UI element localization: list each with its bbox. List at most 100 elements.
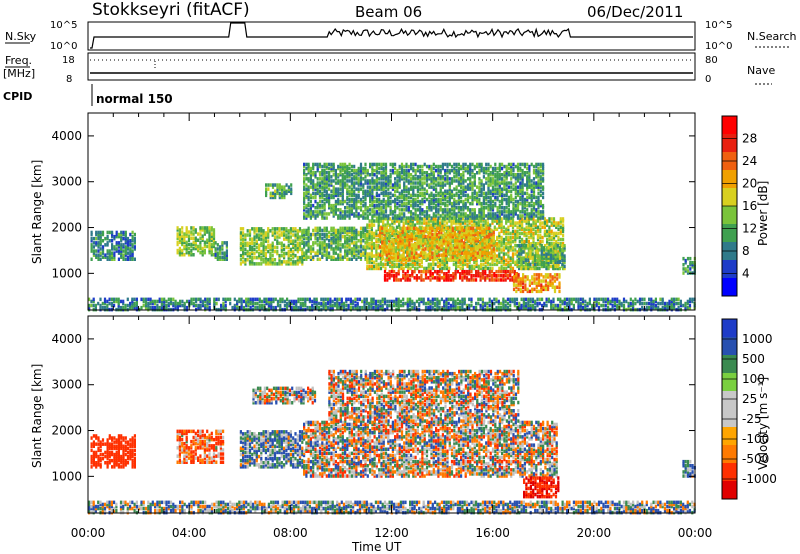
data-cell <box>446 177 449 181</box>
data-cell <box>494 183 497 187</box>
data-cell <box>483 239 486 243</box>
data-cell <box>359 226 363 231</box>
data-cell <box>416 164 419 169</box>
data-cell <box>133 236 136 241</box>
data-cell <box>131 245 134 249</box>
data-cell <box>298 241 302 245</box>
data-cell <box>563 256 566 260</box>
data-cell <box>498 242 501 246</box>
data-cell <box>406 241 409 245</box>
data-cell <box>378 181 381 185</box>
data-cell <box>253 231 256 235</box>
data-cell <box>481 226 484 231</box>
data-cell <box>307 212 310 216</box>
data-cell <box>318 245 322 249</box>
data-cell <box>474 236 477 241</box>
data-cell <box>369 187 372 191</box>
data-cell <box>474 232 477 237</box>
data-cell <box>294 235 297 239</box>
data-cell <box>525 246 528 250</box>
data-cell <box>258 227 261 231</box>
data-cell <box>478 162 481 167</box>
data-cell <box>428 243 432 247</box>
data-cell <box>328 230 331 235</box>
data-cell <box>262 258 265 262</box>
data-cell <box>377 225 380 229</box>
data-cell <box>303 199 306 204</box>
data-cell <box>341 164 344 169</box>
data-cell <box>443 272 446 276</box>
data-cell <box>328 253 331 257</box>
data-cell <box>334 191 337 196</box>
data-cell <box>276 191 279 196</box>
data-cell <box>391 212 394 216</box>
data-cell <box>289 253 292 258</box>
data-cell <box>206 244 209 249</box>
data-cell <box>271 243 274 248</box>
data-cell <box>552 221 556 225</box>
data-cell <box>442 239 445 243</box>
data-cell <box>418 276 421 280</box>
data-cell <box>242 249 245 254</box>
data-cell <box>471 197 474 202</box>
data-cell <box>492 249 495 253</box>
data-cell <box>312 162 315 167</box>
data-cell <box>348 245 351 249</box>
data-cell <box>448 185 451 189</box>
data-cell <box>404 221 408 225</box>
data-cell <box>178 248 181 253</box>
data-cell <box>312 179 315 183</box>
data-cell <box>540 262 543 267</box>
data-cell <box>289 239 292 243</box>
data-cell <box>339 201 342 206</box>
data-cell <box>487 189 490 193</box>
data-cell <box>296 237 299 241</box>
data-cell <box>502 252 505 256</box>
data-cell <box>500 260 503 264</box>
data-cell <box>399 232 402 237</box>
data-cell <box>328 195 331 200</box>
data-cell <box>325 247 328 251</box>
data-cell <box>397 278 400 282</box>
data-cell <box>407 219 410 223</box>
data-cell <box>283 231 286 235</box>
data-cell <box>548 217 551 221</box>
data-cell <box>522 264 525 269</box>
data-cell <box>432 223 435 227</box>
data-cell <box>330 175 333 179</box>
data-cell <box>416 175 419 179</box>
data-cell <box>519 287 522 292</box>
data-cell <box>482 262 485 267</box>
data-cell <box>546 229 549 234</box>
data-cell <box>555 246 558 250</box>
data-cell <box>511 231 515 236</box>
data-cell <box>394 177 397 181</box>
data-cell <box>416 219 419 223</box>
data-cell <box>328 173 331 177</box>
data-cell <box>401 232 404 237</box>
data-cell <box>482 195 485 200</box>
data-cell <box>90 245 93 249</box>
data-cell <box>364 179 367 183</box>
data-cell <box>450 225 453 229</box>
data-cell <box>430 181 433 185</box>
data-cell <box>413 234 416 239</box>
data-cell <box>439 177 442 181</box>
data-cell <box>359 257 363 261</box>
data-cell <box>470 278 473 282</box>
data-cell <box>482 206 485 210</box>
data-cell <box>314 199 317 204</box>
data-cell <box>339 193 342 198</box>
data-cell <box>535 285 538 289</box>
data-cell <box>364 168 367 173</box>
data-cell <box>443 231 446 236</box>
data-cell <box>469 162 472 167</box>
data-cell <box>488 257 491 261</box>
data-cell <box>309 249 312 253</box>
data-cell <box>487 206 490 210</box>
data-cell <box>391 187 394 191</box>
data-cell <box>253 229 256 233</box>
data-cell <box>387 199 390 204</box>
data-cell <box>474 230 477 235</box>
data-cell <box>305 214 308 218</box>
